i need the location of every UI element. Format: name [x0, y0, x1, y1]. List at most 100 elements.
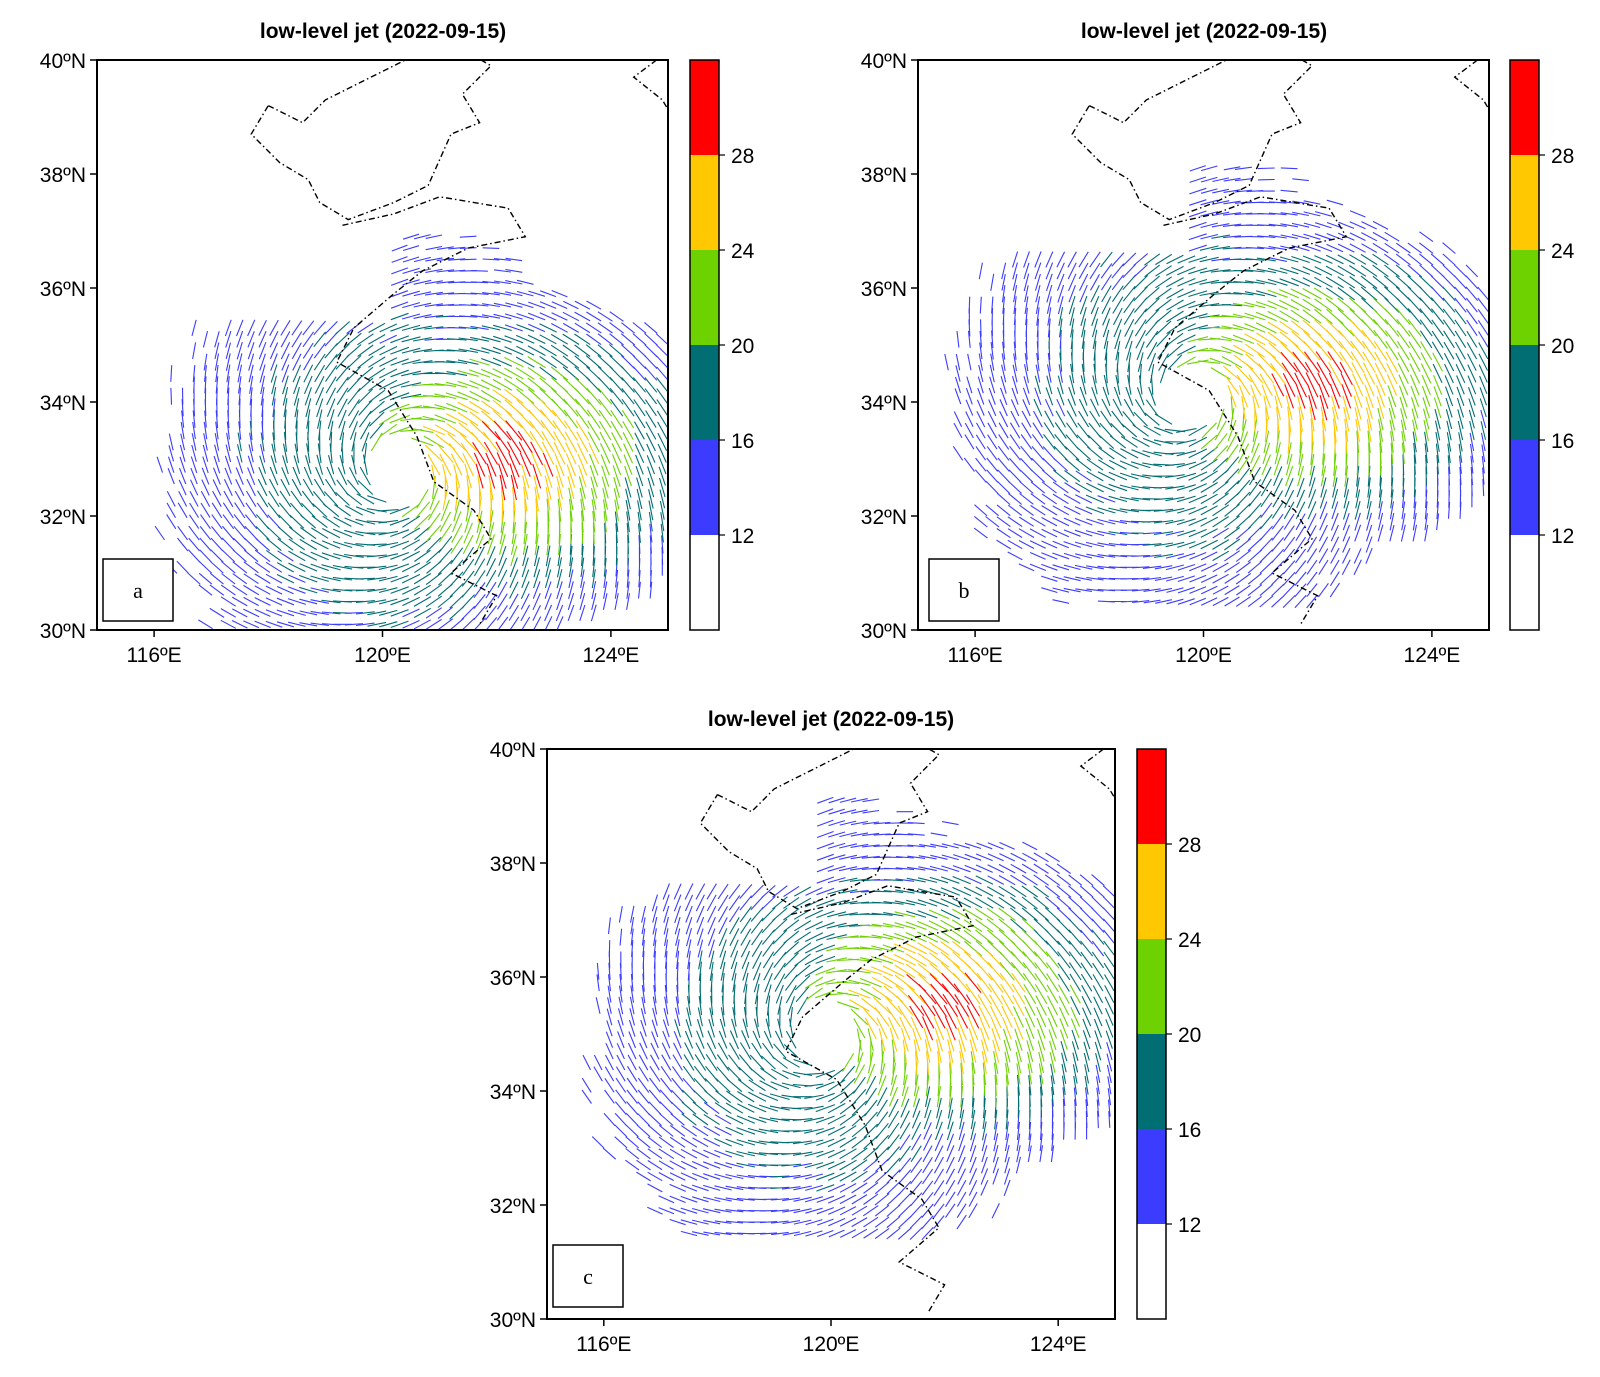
wind-vector — [1377, 512, 1384, 531]
wind-vector — [562, 322, 579, 333]
wind-vector — [378, 598, 398, 605]
wind-vector — [940, 876, 960, 884]
wind-vector — [1432, 352, 1443, 372]
wind-vector — [591, 569, 596, 589]
wind-vector — [987, 951, 1005, 969]
wind-vector — [748, 1079, 766, 1092]
wind-vector — [189, 491, 199, 507]
wind-vector — [617, 1031, 625, 1049]
wind-vector — [1232, 302, 1255, 308]
wind-vector — [1091, 387, 1099, 406]
wind-vector — [747, 1163, 767, 1167]
wind-vector — [1227, 419, 1237, 442]
wind-vector — [703, 1137, 721, 1147]
wind-vector — [907, 984, 926, 1004]
wind-vector — [1341, 559, 1351, 576]
wind-vector — [656, 399, 668, 417]
wind-vector — [1053, 469, 1069, 483]
colorbar-label: 12 — [731, 525, 754, 548]
wind-vector — [1079, 295, 1088, 315]
wind-vector — [1119, 484, 1139, 491]
wind-vector — [1073, 1087, 1077, 1106]
wind-vector — [1130, 461, 1151, 469]
wind-vector — [932, 1005, 946, 1029]
wind-vector — [986, 907, 1005, 921]
wind-vector — [720, 961, 726, 981]
wind-vector — [1375, 385, 1386, 408]
wind-vector — [625, 500, 631, 521]
wind-vector — [1374, 362, 1387, 385]
wind-vector — [1018, 540, 1035, 549]
wind-vector — [1023, 984, 1037, 1005]
wind-vector — [1139, 363, 1142, 384]
wind-vector — [1422, 408, 1430, 430]
wind-vector — [941, 983, 959, 1005]
wind-vector — [956, 1191, 967, 1207]
wind-vector — [236, 330, 244, 348]
wind-vector — [769, 1093, 790, 1101]
wind-vector — [587, 431, 600, 453]
wind-vector — [1119, 496, 1139, 502]
wind-vector — [271, 443, 277, 464]
wind-vector — [337, 398, 348, 417]
wind-vector — [1045, 262, 1054, 280]
wind-vector — [953, 854, 971, 861]
wind-vector — [413, 279, 432, 285]
wind-vector — [709, 961, 714, 981]
wind-vector — [636, 1171, 651, 1182]
wind-vector — [1384, 318, 1400, 337]
wind-vector — [1187, 347, 1209, 354]
wind-vector — [480, 379, 502, 391]
wind-vector — [1395, 253, 1411, 266]
wind-vector — [645, 421, 657, 440]
wind-vector — [1480, 421, 1487, 440]
wind-vector — [952, 972, 971, 993]
wind-vector — [651, 1019, 659, 1038]
wind-vector — [1285, 395, 1293, 421]
wind-vector — [613, 477, 621, 498]
wind-vector — [402, 539, 421, 550]
wind-vector — [783, 1044, 799, 1059]
wind-vector — [1131, 566, 1150, 569]
wind-vector — [379, 621, 398, 628]
wind-vector — [1224, 456, 1240, 474]
wind-vector — [964, 842, 982, 850]
wind-vector — [445, 392, 468, 401]
wind-vector — [658, 1124, 674, 1137]
wind-vector — [1106, 1042, 1113, 1061]
wind-vector — [752, 962, 762, 981]
wind-vector — [265, 620, 283, 628]
wind-vector — [1354, 500, 1361, 520]
wind-vector — [539, 398, 557, 417]
wind-vector — [629, 996, 635, 1015]
wind-vector — [1375, 373, 1386, 396]
wind-vector — [951, 919, 972, 932]
wind-vector — [815, 1115, 835, 1124]
wind-vector — [1078, 398, 1089, 417]
wind-vector — [346, 332, 362, 346]
wind-vector — [1165, 463, 1185, 467]
wind-vector — [562, 311, 580, 322]
wind-vector — [1068, 929, 1083, 945]
wind-vector — [691, 1160, 709, 1170]
panel-a: low-level jet (2022-09-15) 40ºN38ºN36ºN3… — [40, 20, 755, 667]
wind-vector — [718, 928, 728, 947]
wind-vector — [674, 905, 682, 923]
wind-vector — [460, 442, 476, 464]
wind-vector — [673, 1042, 683, 1060]
wind-vector — [488, 475, 494, 500]
wind-vector — [400, 393, 422, 399]
wind-vector — [1035, 296, 1041, 315]
wind-vector — [378, 530, 398, 536]
wind-vector — [425, 607, 443, 619]
wind-vector — [934, 1027, 944, 1052]
wind-vector — [1103, 940, 1115, 957]
wind-vector — [528, 301, 546, 309]
wind-vector — [1314, 330, 1333, 349]
wind-vector — [473, 582, 486, 599]
wind-vector — [557, 545, 562, 567]
wind-vector — [414, 234, 431, 240]
wind-vector — [614, 581, 619, 599]
wind-vector — [1258, 363, 1275, 384]
wind-vector — [648, 512, 653, 532]
